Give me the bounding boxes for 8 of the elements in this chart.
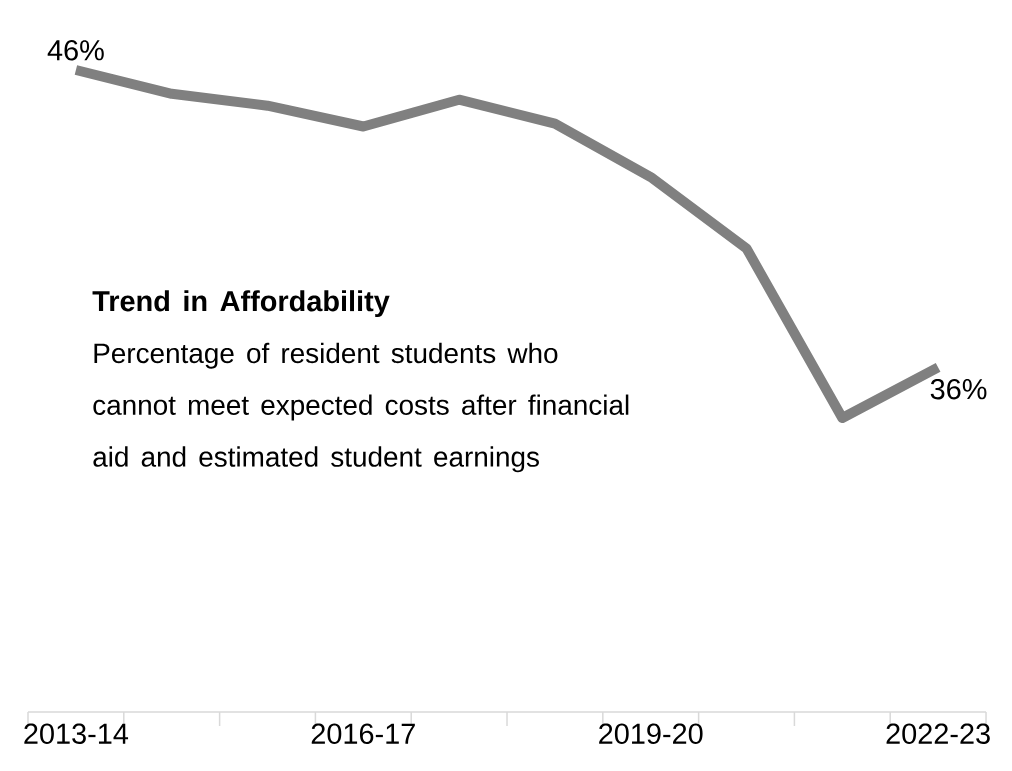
x-tick-label: 2016-17 xyxy=(311,723,415,744)
x-tick-label: 2022-23 xyxy=(886,723,990,744)
data-label: 46% xyxy=(47,40,104,61)
x-tick-label: 2013-14 xyxy=(24,723,129,744)
data-label: 36% xyxy=(930,378,987,400)
text: Trend in Affordability xyxy=(92,290,390,318)
x-tick-label: 2019-20 xyxy=(599,723,703,744)
text: Percentage of resident students who cannot meet expected costs after financial aid and estimated student earnings xyxy=(93,342,629,473)
